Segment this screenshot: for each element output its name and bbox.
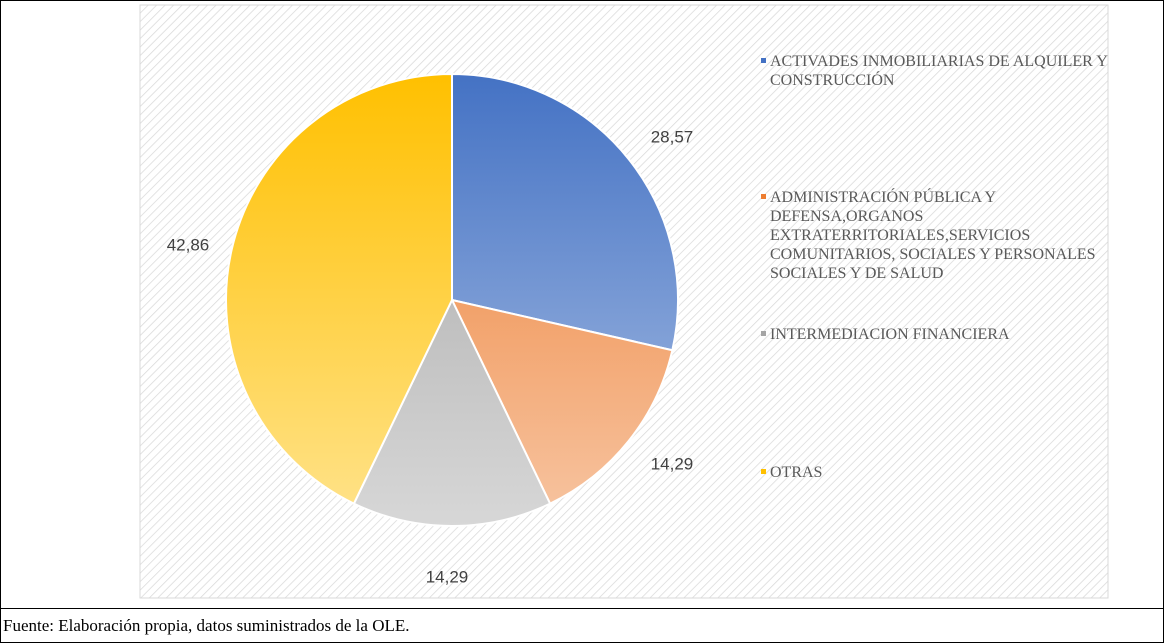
legend-swatch (761, 331, 766, 336)
data-label: 28,57 (651, 127, 694, 146)
chart: 28,57 14,29 14,29 42,86 (139, 4, 1109, 599)
pie-slice (450, 298, 674, 505)
pie-slice (352, 297, 552, 527)
data-label: 14,29 (651, 454, 694, 473)
legend-swatch (761, 469, 766, 474)
pie-slice (451, 72, 679, 352)
legend-item: ADMINISTRACIÓN PÚBLICA Y DEFENSA,ORGANOS… (761, 188, 1110, 283)
data-label: 14,29 (426, 567, 469, 586)
data-label: 42,86 (167, 235, 210, 254)
legend-item: OTRAS (761, 463, 1110, 482)
legend-label: ADMINISTRACIÓN PÚBLICA Y DEFENSA,ORGANOS… (770, 189, 1096, 282)
legend-swatch (761, 58, 766, 63)
legend-item: INTERMEDIACION FINANCIERA (761, 325, 1110, 344)
caption: Fuente: Elaboración propia, datos sumini… (3, 616, 410, 635)
pie-slice (225, 72, 453, 505)
legend-label: INTERMEDIACION FINANCIERA (770, 326, 1010, 343)
separator (0, 608, 1164, 609)
legend-label: OTRAS (770, 464, 823, 481)
legend-label: ACTIVADES INMOBILIARIAS DE ALQUILER Y CO… (770, 53, 1108, 89)
legend-item: ACTIVADES INMOBILIARIAS DE ALQUILER Y CO… (761, 52, 1110, 90)
legend-swatch (761, 194, 766, 199)
